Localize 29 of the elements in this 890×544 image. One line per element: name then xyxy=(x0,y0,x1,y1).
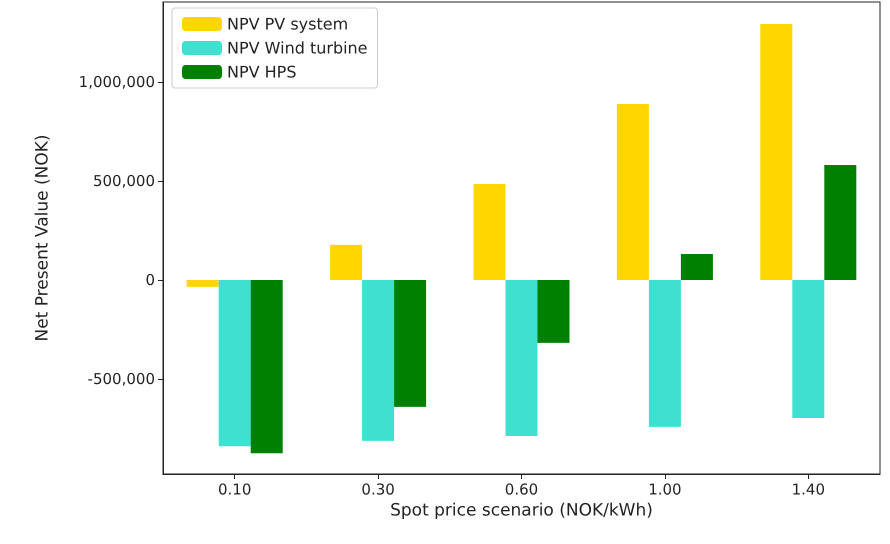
bar xyxy=(760,24,792,280)
y-tick-label: 0 xyxy=(145,270,155,289)
bar xyxy=(680,254,713,280)
bar xyxy=(394,280,426,407)
x-tick-label: 0.60 xyxy=(504,480,538,498)
bar xyxy=(186,280,219,287)
x-axis-title: Spot price scenario (NOK/kWh) xyxy=(390,500,653,520)
bar xyxy=(362,280,394,441)
y-tick-label: -500,000 xyxy=(88,370,155,388)
bar xyxy=(506,280,538,436)
bar xyxy=(218,280,251,446)
x-tick-label: 1.40 xyxy=(792,480,826,498)
y-tick-label: 500,000 xyxy=(92,172,155,190)
bar xyxy=(538,280,570,343)
y-axis-title: Net Present Value (NOK) xyxy=(32,134,52,342)
x-tick-label: 0.30 xyxy=(361,480,395,498)
bar xyxy=(474,184,506,280)
bar xyxy=(616,104,649,280)
y-tick-label: 1,000,000 xyxy=(78,72,155,91)
legend-label: NPV HPS xyxy=(227,62,296,82)
bar xyxy=(648,280,681,427)
bar xyxy=(250,280,283,454)
x-tick-label: 1.00 xyxy=(648,480,682,498)
x-tick-label: 0.10 xyxy=(218,480,252,498)
bar xyxy=(792,280,824,418)
legend-label: NPV PV system xyxy=(227,14,348,34)
bar xyxy=(824,164,856,280)
bar xyxy=(330,244,362,280)
legend-label: NPV Wind turbine xyxy=(227,38,368,58)
